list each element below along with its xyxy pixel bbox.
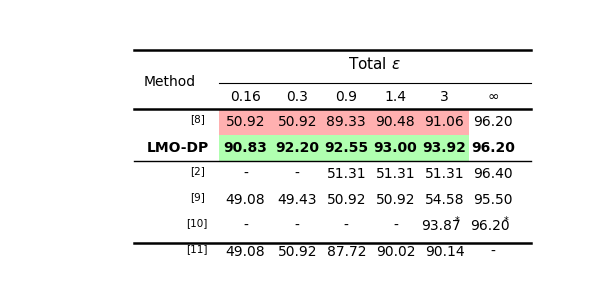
Text: 92.55: 92.55 <box>324 141 368 155</box>
Text: -: - <box>491 245 496 259</box>
Text: 92.20: 92.20 <box>275 141 319 155</box>
Text: 87.72: 87.72 <box>327 245 366 259</box>
Text: 49.08: 49.08 <box>226 245 265 259</box>
Text: 93.87: 93.87 <box>421 219 461 233</box>
Text: 89.33: 89.33 <box>326 115 366 129</box>
Text: 0.9: 0.9 <box>335 89 358 103</box>
Bar <box>218 109 469 135</box>
Text: 50.92: 50.92 <box>376 193 415 207</box>
Text: -: - <box>344 219 349 233</box>
Text: 91.06: 91.06 <box>424 115 464 129</box>
Text: -: - <box>295 167 300 181</box>
Bar <box>218 135 469 161</box>
Text: 0.16: 0.16 <box>230 89 261 103</box>
Text: Total $\epsilon$: Total $\epsilon$ <box>348 57 401 72</box>
Text: 95.50: 95.50 <box>474 193 513 207</box>
Text: [10]: [10] <box>186 218 208 228</box>
Text: -: - <box>295 219 300 233</box>
Text: *: * <box>455 216 459 226</box>
Text: 96.20: 96.20 <box>469 219 509 233</box>
Text: 49.08: 49.08 <box>226 193 265 207</box>
Text: 1.4: 1.4 <box>384 89 406 103</box>
Text: Method: Method <box>143 75 195 89</box>
Text: 50.92: 50.92 <box>226 115 265 129</box>
Text: 90.02: 90.02 <box>376 245 415 259</box>
Text: 96.20: 96.20 <box>473 115 513 129</box>
Text: ∞: ∞ <box>487 89 499 103</box>
Text: 90.14: 90.14 <box>424 245 464 259</box>
Text: 96.20: 96.20 <box>471 141 515 155</box>
Text: 50.92: 50.92 <box>278 245 317 259</box>
Text: 50.92: 50.92 <box>327 193 366 207</box>
Text: 51.31: 51.31 <box>375 167 415 181</box>
Text: [9]: [9] <box>190 192 205 202</box>
Text: *: * <box>503 216 508 226</box>
Text: 96.40: 96.40 <box>473 167 513 181</box>
Text: 49.43: 49.43 <box>278 193 317 207</box>
Text: -: - <box>243 219 248 233</box>
Text: LMO-DP: LMO-DP <box>147 141 209 155</box>
Text: -: - <box>393 219 398 233</box>
Text: [2]: [2] <box>190 166 205 176</box>
Text: 93.00: 93.00 <box>374 141 417 155</box>
Text: 51.31: 51.31 <box>326 167 366 181</box>
Text: 93.92: 93.92 <box>423 141 466 155</box>
Text: -: - <box>243 167 248 181</box>
Text: 50.92: 50.92 <box>278 115 317 129</box>
Text: 90.48: 90.48 <box>375 115 415 129</box>
Text: 0.3: 0.3 <box>287 89 308 103</box>
Text: 90.83: 90.83 <box>224 141 268 155</box>
Text: 54.58: 54.58 <box>424 193 464 207</box>
Text: [8]: [8] <box>190 114 205 125</box>
Text: 51.31: 51.31 <box>424 167 464 181</box>
Text: 3: 3 <box>440 89 449 103</box>
Text: [11]: [11] <box>186 244 208 254</box>
